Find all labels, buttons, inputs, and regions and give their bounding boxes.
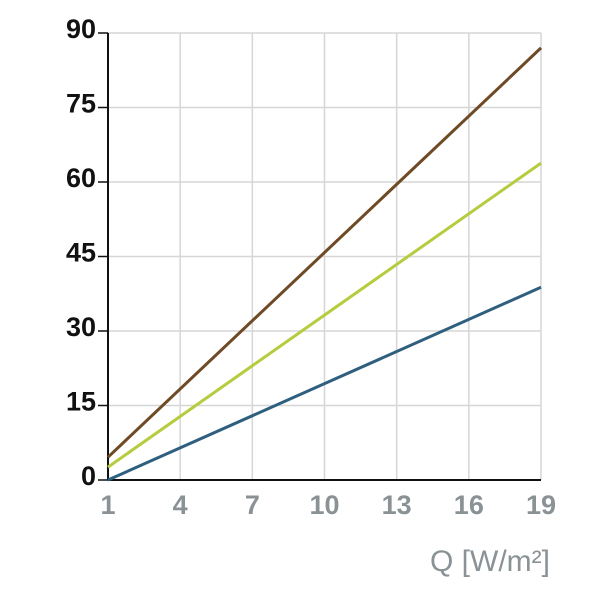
y-tick-label: 75 [66, 89, 96, 119]
y-tick-label: 30 [66, 312, 96, 342]
x-tick-label: 4 [173, 490, 188, 520]
y-tick-label: 60 [66, 163, 96, 193]
series-line [107, 161, 542, 469]
x-tick-label: 19 [526, 490, 556, 520]
x-tick-label: 7 [245, 490, 260, 520]
series-line [107, 285, 542, 482]
x-tick-label: 10 [309, 490, 339, 520]
series-line [106, 46, 543, 459]
y-tick-label: 0 [81, 461, 96, 491]
x-tick-label: 1 [100, 490, 115, 520]
x-tick-label: 13 [382, 490, 412, 520]
y-tick-label: 45 [66, 238, 96, 268]
x-axis-label: Q [W/m²] [430, 545, 550, 578]
x-tick-label: 16 [454, 490, 484, 520]
y-tick-label: 15 [66, 387, 96, 417]
y-tick-label: 90 [66, 14, 96, 44]
